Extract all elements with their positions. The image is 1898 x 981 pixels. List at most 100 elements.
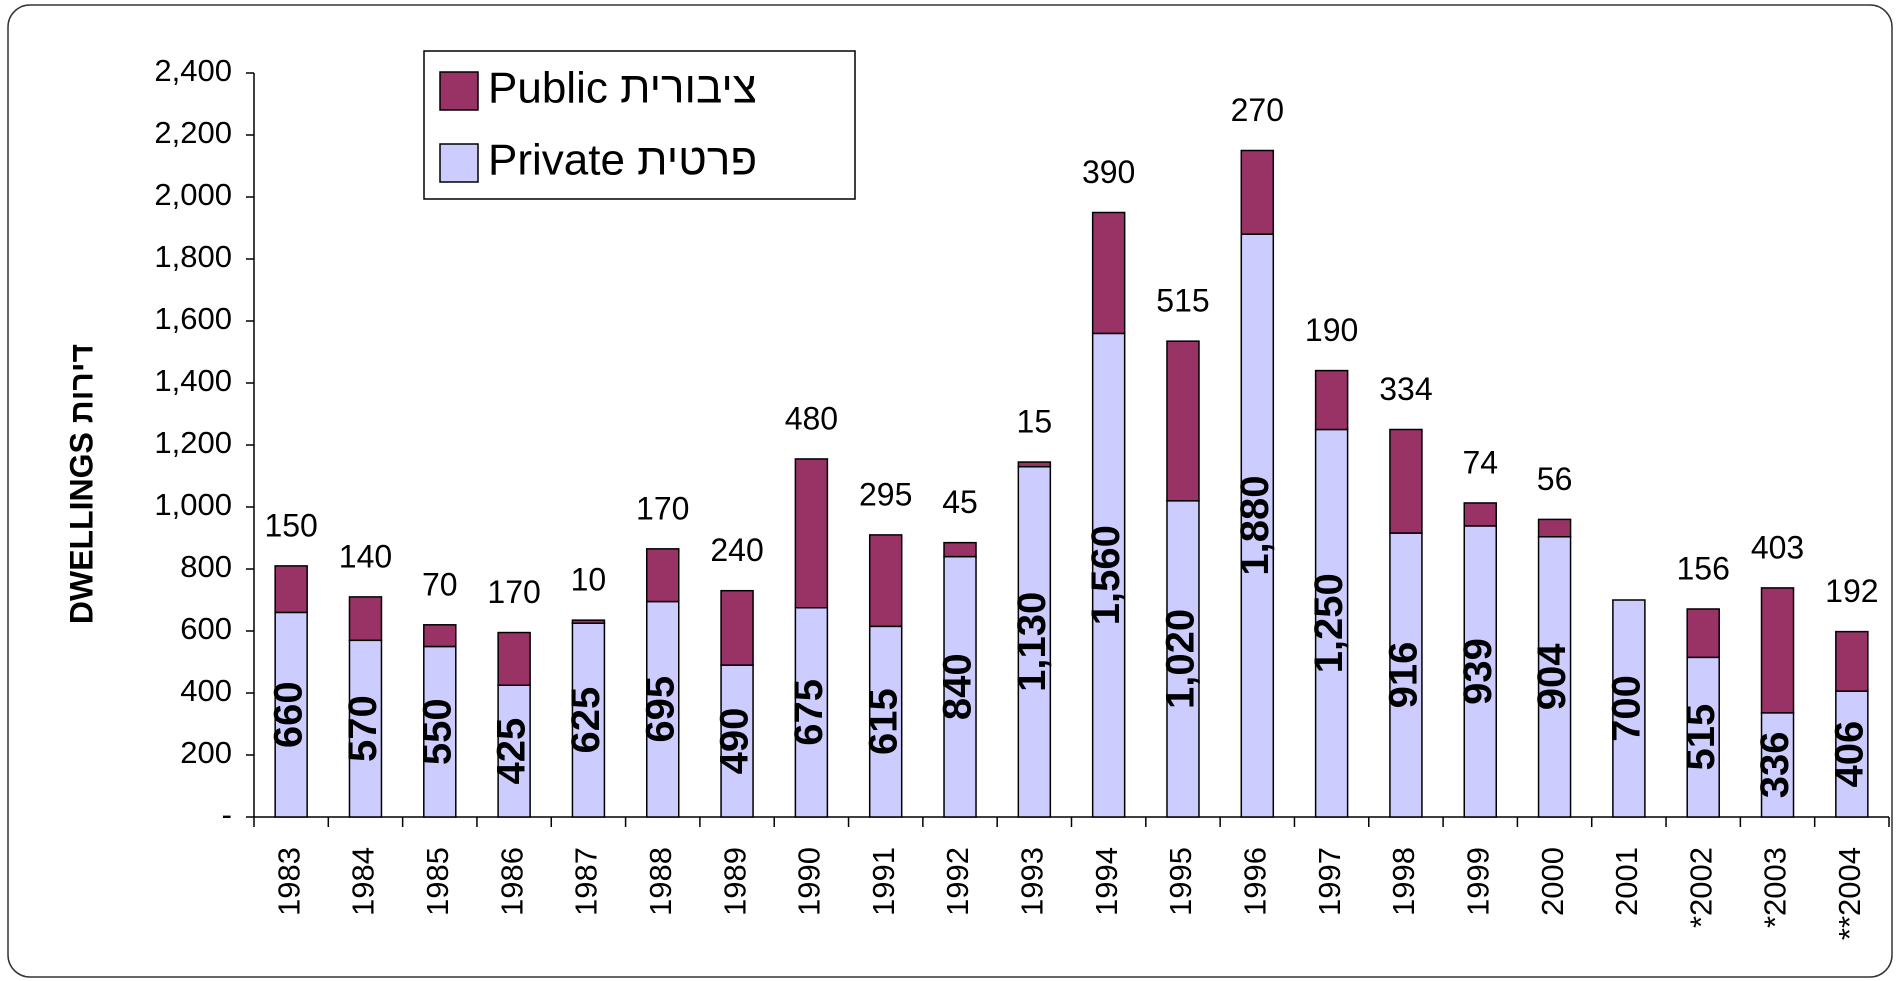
private-value-label: 336 bbox=[1753, 732, 1797, 799]
public-value-label: 45 bbox=[942, 484, 978, 520]
public-bar bbox=[348, 596, 383, 642]
public-bar bbox=[1240, 149, 1275, 235]
public-value-label: 240 bbox=[710, 532, 763, 568]
private-value-label: 490 bbox=[713, 708, 757, 775]
public-bar bbox=[1835, 630, 1869, 692]
private-bar bbox=[1240, 233, 1275, 818]
private-bar bbox=[571, 622, 606, 818]
private-value-label: 1,130 bbox=[1010, 592, 1054, 692]
legend-label: Private פרטית bbox=[488, 136, 757, 185]
public-value-label: 10 bbox=[571, 562, 607, 598]
public-value-label: 192 bbox=[1825, 573, 1878, 609]
public-value-label: 334 bbox=[1379, 371, 1432, 407]
x-tick-label: 1991 bbox=[866, 847, 901, 916]
x-tick-label: 2001 bbox=[1609, 847, 1644, 916]
private-value-label: 1,250 bbox=[1307, 573, 1351, 673]
y-tick-label: 2,400 bbox=[154, 53, 232, 88]
legend-box bbox=[423, 50, 856, 200]
y-tick-label: 200 bbox=[180, 735, 232, 770]
public-bar bbox=[1463, 502, 1497, 527]
private-value-label: 675 bbox=[787, 679, 831, 746]
x-tick-label: 1986 bbox=[494, 847, 529, 916]
private-bar bbox=[497, 684, 531, 818]
public-bar bbox=[1537, 518, 1572, 538]
public-bar bbox=[274, 565, 308, 614]
y-axis-label: DWELLINGS דירות bbox=[63, 344, 99, 624]
public-bar bbox=[646, 548, 680, 603]
y-tick-label: 400 bbox=[180, 673, 232, 708]
x-tick-label: *2002 bbox=[1683, 847, 1718, 928]
private-value-label: 695 bbox=[638, 676, 682, 743]
public-value-label: 480 bbox=[785, 400, 838, 436]
public-value-label: 170 bbox=[636, 490, 689, 526]
public-value-label: 74 bbox=[1462, 444, 1498, 480]
private-bar bbox=[646, 600, 680, 818]
x-tick-label: 1984 bbox=[346, 847, 381, 916]
legend-swatch bbox=[439, 71, 479, 111]
x-tick-label: 1996 bbox=[1237, 847, 1272, 916]
x-tick-label: 1990 bbox=[792, 847, 827, 916]
public-bar bbox=[423, 624, 457, 648]
public-bar bbox=[1686, 608, 1720, 659]
y-tick-label: 1,200 bbox=[154, 425, 232, 460]
x-tick-label: 1998 bbox=[1386, 847, 1421, 916]
y-tick-label: 800 bbox=[180, 549, 232, 584]
private-value-label: 570 bbox=[341, 695, 385, 762]
private-value-label: 1,560 bbox=[1084, 525, 1128, 625]
public-bar bbox=[794, 458, 829, 609]
private-bar bbox=[868, 625, 903, 818]
public-bar bbox=[1091, 211, 1126, 335]
public-value-label: 140 bbox=[339, 538, 392, 574]
y-tick-label: 1,800 bbox=[154, 239, 232, 274]
public-bar bbox=[1760, 587, 1795, 714]
y-tick-label: 2,200 bbox=[154, 115, 232, 150]
x-tick-label: 1994 bbox=[1089, 847, 1124, 916]
public-bar bbox=[868, 534, 903, 628]
x-tick-label: *2003 bbox=[1758, 847, 1793, 928]
private-value-label: 1,020 bbox=[1159, 609, 1203, 709]
public-value-label: 270 bbox=[1231, 92, 1284, 128]
y-tick-label: - bbox=[222, 797, 232, 832]
public-bar bbox=[1166, 340, 1200, 502]
public-bar bbox=[1017, 461, 1052, 468]
private-value-label: 939 bbox=[1456, 638, 1500, 705]
public-bar bbox=[720, 589, 754, 666]
private-value-label: 515 bbox=[1679, 704, 1723, 771]
private-bar bbox=[1612, 599, 1646, 818]
public-bar bbox=[497, 631, 531, 686]
private-value-label: 615 bbox=[861, 688, 905, 755]
private-value-label: 916 bbox=[1381, 642, 1425, 709]
x-tick-label: 1987 bbox=[569, 847, 604, 916]
private-bar bbox=[943, 555, 977, 818]
y-tick-label: 2,000 bbox=[154, 177, 232, 212]
legend-label: Public ציבורית bbox=[488, 64, 757, 113]
y-tick-label: 600 bbox=[180, 611, 232, 646]
private-value-label: 425 bbox=[490, 718, 534, 785]
public-value-label: 295 bbox=[859, 476, 912, 512]
public-value-label: 56 bbox=[1537, 461, 1573, 497]
private-bar bbox=[1314, 428, 1349, 818]
private-value-label: 625 bbox=[564, 687, 608, 754]
private-bar bbox=[794, 607, 829, 818]
public-bar bbox=[1314, 369, 1349, 431]
public-value-label: 390 bbox=[1082, 154, 1135, 190]
public-value-label: 150 bbox=[264, 507, 317, 543]
public-value-label: 156 bbox=[1677, 550, 1730, 586]
x-tick-label: 1995 bbox=[1163, 847, 1198, 916]
private-bar bbox=[1166, 500, 1200, 818]
public-value-label: 70 bbox=[422, 566, 458, 602]
private-value-label: 904 bbox=[1530, 643, 1574, 710]
public-bar bbox=[943, 541, 977, 558]
private-value-label: 1,880 bbox=[1233, 476, 1277, 576]
x-tick-label: 1993 bbox=[1015, 847, 1050, 916]
y-tick-label: 1,400 bbox=[154, 363, 232, 398]
private-bar bbox=[1091, 332, 1126, 818]
private-bar bbox=[1017, 465, 1052, 818]
private-value-label: 550 bbox=[415, 698, 459, 765]
public-bar bbox=[1389, 428, 1423, 534]
private-bar bbox=[1389, 532, 1423, 818]
y-tick-label: 1,000 bbox=[154, 487, 232, 522]
private-value-label: 660 bbox=[267, 681, 311, 748]
legend-swatch bbox=[439, 143, 479, 183]
